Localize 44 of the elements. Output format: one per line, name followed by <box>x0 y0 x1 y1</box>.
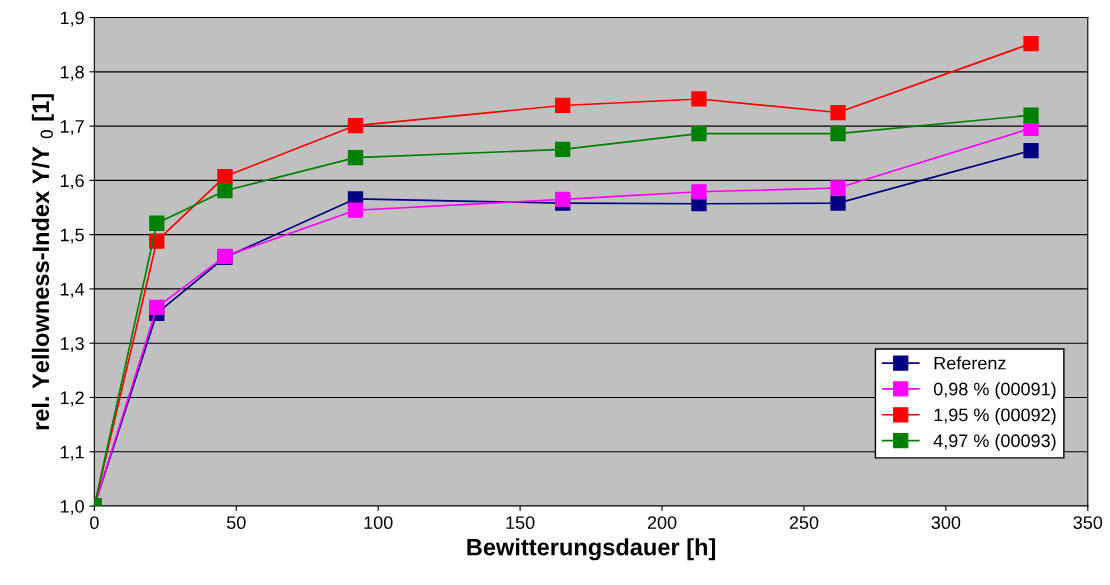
point <box>830 195 846 211</box>
y-tick-label: 1,4 <box>60 283 85 298</box>
point <box>830 104 846 121</box>
point <box>347 149 364 166</box>
point <box>149 299 165 316</box>
point <box>1023 35 1039 52</box>
x-tick-label: 100 <box>364 516 393 530</box>
point <box>555 191 571 208</box>
y-tick-label: 1,2 <box>60 391 84 407</box>
y-tick-label: 1,3 <box>60 337 84 353</box>
x-axis-title: Bewitterungsdauer [h] <box>467 538 716 561</box>
y-tick-label: 1,8 <box>60 65 84 81</box>
y-tick-label: 1,1 <box>60 445 84 461</box>
point <box>691 184 707 200</box>
x-tick-label: 0 <box>90 516 99 530</box>
y-tick-label: 1,6 <box>60 174 84 190</box>
x-tick-label: 150 <box>506 516 535 530</box>
point <box>830 126 846 142</box>
point <box>555 141 571 158</box>
x-tick-label: 350 <box>1073 516 1103 530</box>
point <box>691 91 707 107</box>
point <box>217 168 233 185</box>
y-tick-label: 1,7 <box>60 120 84 135</box>
legend-label: 4,97 % (00093) <box>933 433 1056 451</box>
x-tick-label: 50 <box>226 516 246 530</box>
legend-label: 0,98 % (00091) <box>933 382 1056 399</box>
legend-label: 1,95 % (00092) <box>934 408 1056 425</box>
y-tick-label: 1,0 <box>60 499 84 515</box>
point <box>149 215 165 231</box>
point <box>691 126 707 142</box>
point <box>1023 107 1039 123</box>
point <box>555 97 571 114</box>
y-tick-label: 1,5 <box>60 228 84 244</box>
y-tick-label: 1,9 <box>60 11 84 27</box>
x-tick-label: 250 <box>789 516 819 530</box>
point <box>347 202 364 218</box>
x-tick-label: 300 <box>931 516 961 530</box>
x-tick-label: 200 <box>647 516 677 530</box>
point <box>347 117 364 134</box>
point <box>1023 142 1039 159</box>
y-axis-title: rel. Yellowness-Index Y/Y $_{0}$ [1] <box>31 94 54 430</box>
point <box>830 180 846 196</box>
point <box>217 183 233 199</box>
legend-label: Referenz <box>934 356 1006 370</box>
